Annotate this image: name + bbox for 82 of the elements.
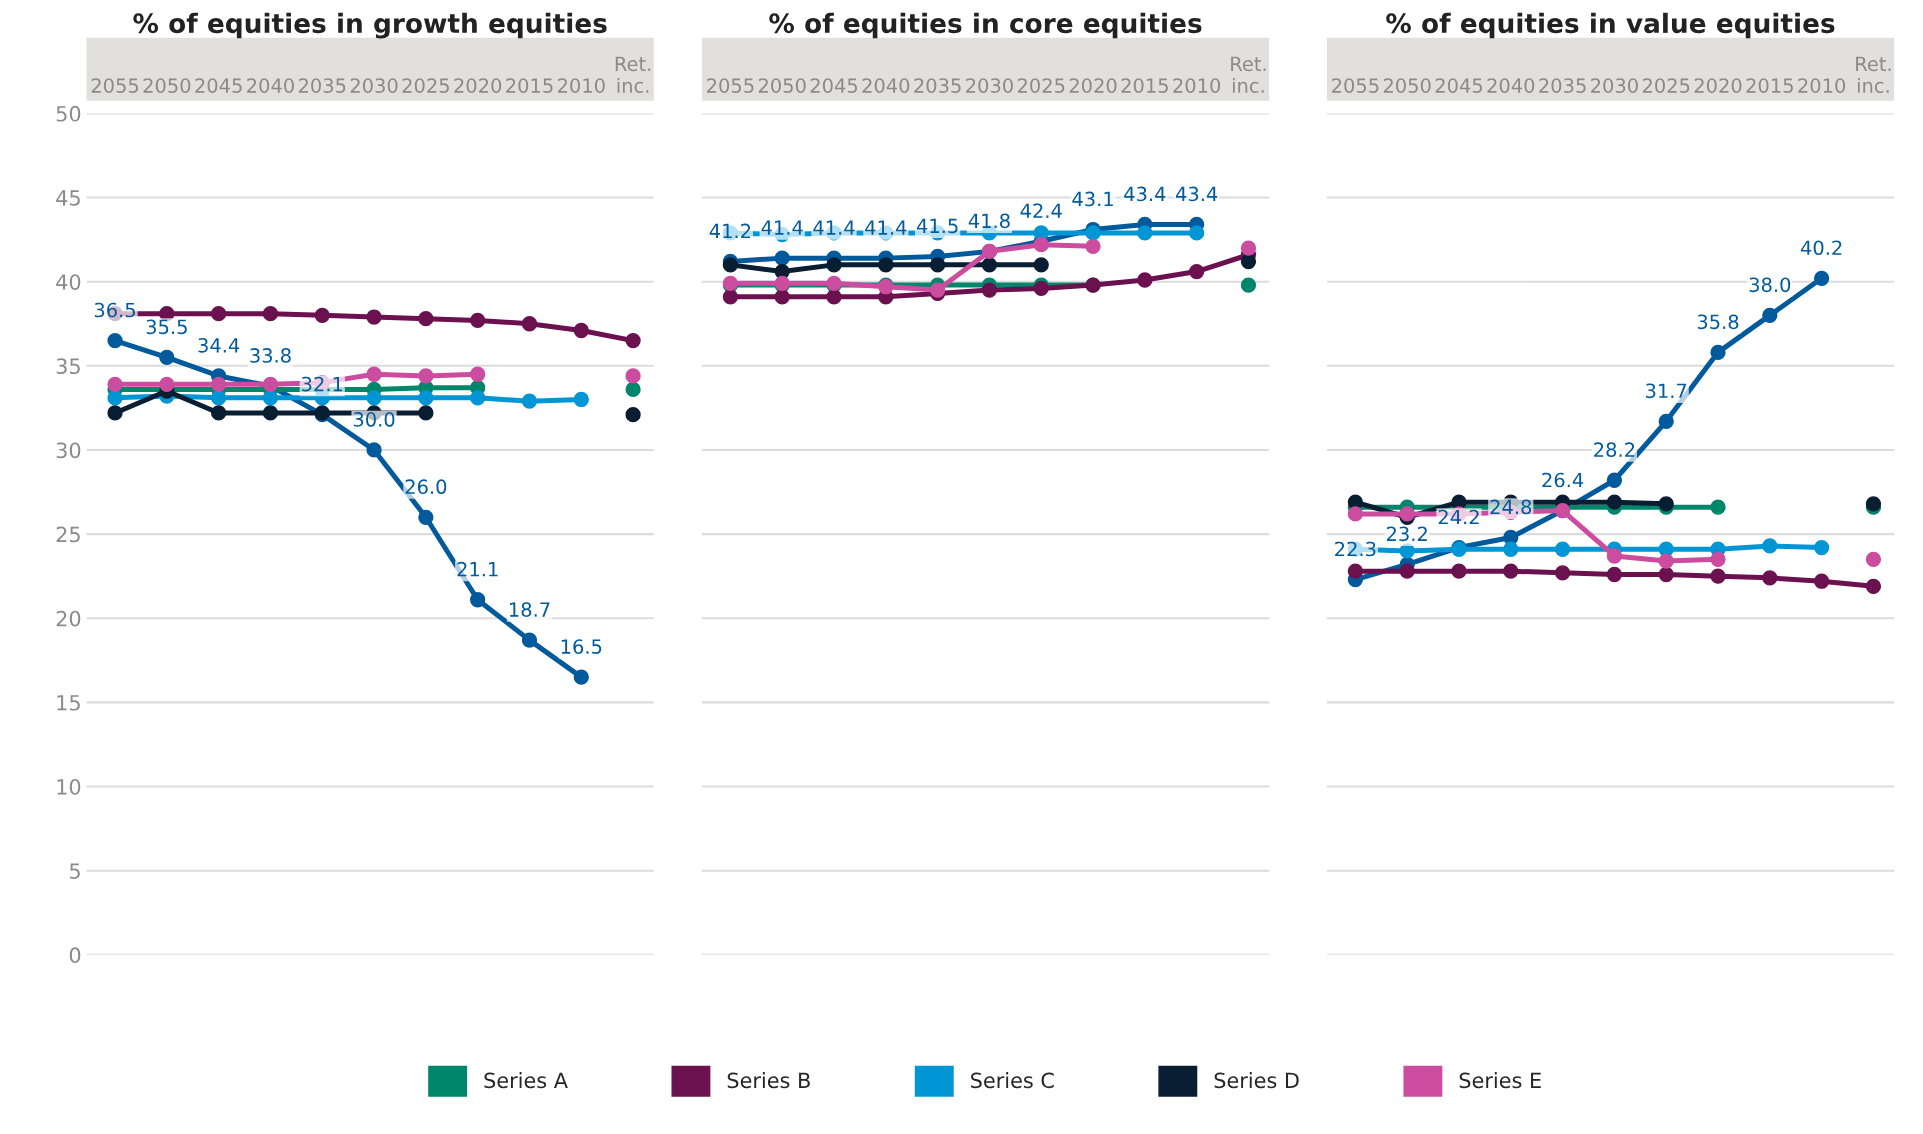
x-tick-label: 2030 xyxy=(350,78,398,93)
data-label: 26.0 xyxy=(405,479,447,495)
x-tick-label: 2020 xyxy=(1694,78,1742,93)
x-tick-label: 2040 xyxy=(862,78,910,93)
legend-label: Series E xyxy=(1459,1072,1541,1089)
legend-label: Series C xyxy=(971,1072,1054,1089)
data-label: 26.4 xyxy=(1542,472,1584,488)
data-label: 42.4 xyxy=(1020,203,1062,218)
y-tick-label: 0 xyxy=(69,947,81,964)
x-tick-label: 2025 xyxy=(1642,78,1690,93)
y-tick-label: 40 xyxy=(56,274,81,290)
x-tick-label: 2025 xyxy=(402,78,449,93)
chart-title: % of equities in core equities xyxy=(769,12,1202,39)
data-label: 18.7 xyxy=(509,602,550,617)
data-label: 38.0 xyxy=(1749,277,1791,293)
data-label: 33.8 xyxy=(250,348,291,363)
data-label: 41.4 xyxy=(813,220,855,235)
data-label: 41.4 xyxy=(865,220,907,235)
x-tick-label: 2035 xyxy=(1539,78,1586,93)
data-label: 34.4 xyxy=(198,338,240,353)
data-label: 35.5 xyxy=(146,319,187,335)
x-tick-label: 2015 xyxy=(506,78,553,93)
data-label: 36.5 xyxy=(94,302,135,318)
x-tick-label: 2020 xyxy=(1069,78,1117,93)
data-label: 30.0 xyxy=(353,412,395,427)
chart-title: % of equities in value equities xyxy=(1386,12,1835,39)
data-label: 22.3 xyxy=(1335,541,1376,557)
data-label: 16.5 xyxy=(561,639,602,654)
y-tick-label: 45 xyxy=(56,190,80,206)
legend-label: Series B xyxy=(727,1072,810,1089)
x-tick-label: 2035 xyxy=(914,78,961,93)
data-label: 31.7 xyxy=(1646,383,1687,399)
y-tick-label: 20 xyxy=(56,610,81,627)
data-label: 40.2 xyxy=(1800,240,1842,256)
data-label: 41.5 xyxy=(916,218,958,234)
data-label: 43.1 xyxy=(1072,191,1113,207)
x-tick-label: 2010 xyxy=(557,78,605,93)
y-tick-label: 30 xyxy=(56,442,81,459)
data-label: 35.8 xyxy=(1697,314,1739,330)
x-tick-label: 2040 xyxy=(247,78,294,93)
x-tick-label: 2055 xyxy=(91,78,139,93)
x-tick-label: 2015 xyxy=(1746,78,1793,93)
y-tick-label: 25 xyxy=(56,526,80,543)
data-label: 28.2 xyxy=(1594,442,1635,458)
y-tick-label: 5 xyxy=(70,863,80,879)
x-tick-label: 2050 xyxy=(758,78,806,93)
x-tick-label: 2030 xyxy=(1591,78,1638,93)
x-tick-label: 2045 xyxy=(810,78,858,93)
x-tick-label: 2020 xyxy=(454,78,502,93)
data-label: 41.4 xyxy=(761,220,803,235)
legend-label: Series A xyxy=(484,1072,568,1089)
x-tick-label: 2030 xyxy=(966,78,1013,93)
x-tick-label: 2055 xyxy=(707,78,754,93)
data-label: 43.4 xyxy=(1124,186,1166,202)
y-tick-label: 35 xyxy=(56,358,80,375)
x-tick-label: Ret. inc. xyxy=(1856,56,1891,93)
y-tick-label: 15 xyxy=(57,695,80,711)
data-label: 43.4 xyxy=(1175,186,1218,202)
data-label: 24.2 xyxy=(1438,509,1479,525)
data-label: 41.8 xyxy=(968,213,1010,229)
chart-title: % of equities in growth equities xyxy=(133,12,607,39)
x-tick-label: 2055 xyxy=(1332,78,1379,93)
x-tick-label: Ret. inc. xyxy=(1231,56,1266,93)
x-tick-label: Ret. inc. xyxy=(615,56,651,93)
x-tick-label: 2045 xyxy=(195,78,242,93)
x-tick-label: 2035 xyxy=(298,78,346,93)
data-label: 41.2 xyxy=(709,223,751,238)
data-label: 21.1 xyxy=(457,561,498,577)
data-label: 23.2 xyxy=(1386,526,1427,542)
y-tick-label: 10 xyxy=(57,779,81,795)
data-label: 32.1 xyxy=(302,376,343,392)
x-tick-label: 2015 xyxy=(1121,78,1168,93)
x-tick-label: 2050 xyxy=(143,78,191,93)
y-tick-label: 50 xyxy=(56,105,81,122)
legend-label: Series D xyxy=(1214,1072,1299,1089)
x-tick-label: 2025 xyxy=(1017,78,1065,93)
x-tick-label: 2010 xyxy=(1798,78,1846,93)
x-tick-label: 2040 xyxy=(1487,78,1535,93)
x-tick-label: 2050 xyxy=(1383,78,1431,93)
x-tick-label: 2045 xyxy=(1435,78,1483,93)
data-label: 24.8 xyxy=(1490,499,1532,515)
x-tick-label: 2010 xyxy=(1173,78,1221,93)
